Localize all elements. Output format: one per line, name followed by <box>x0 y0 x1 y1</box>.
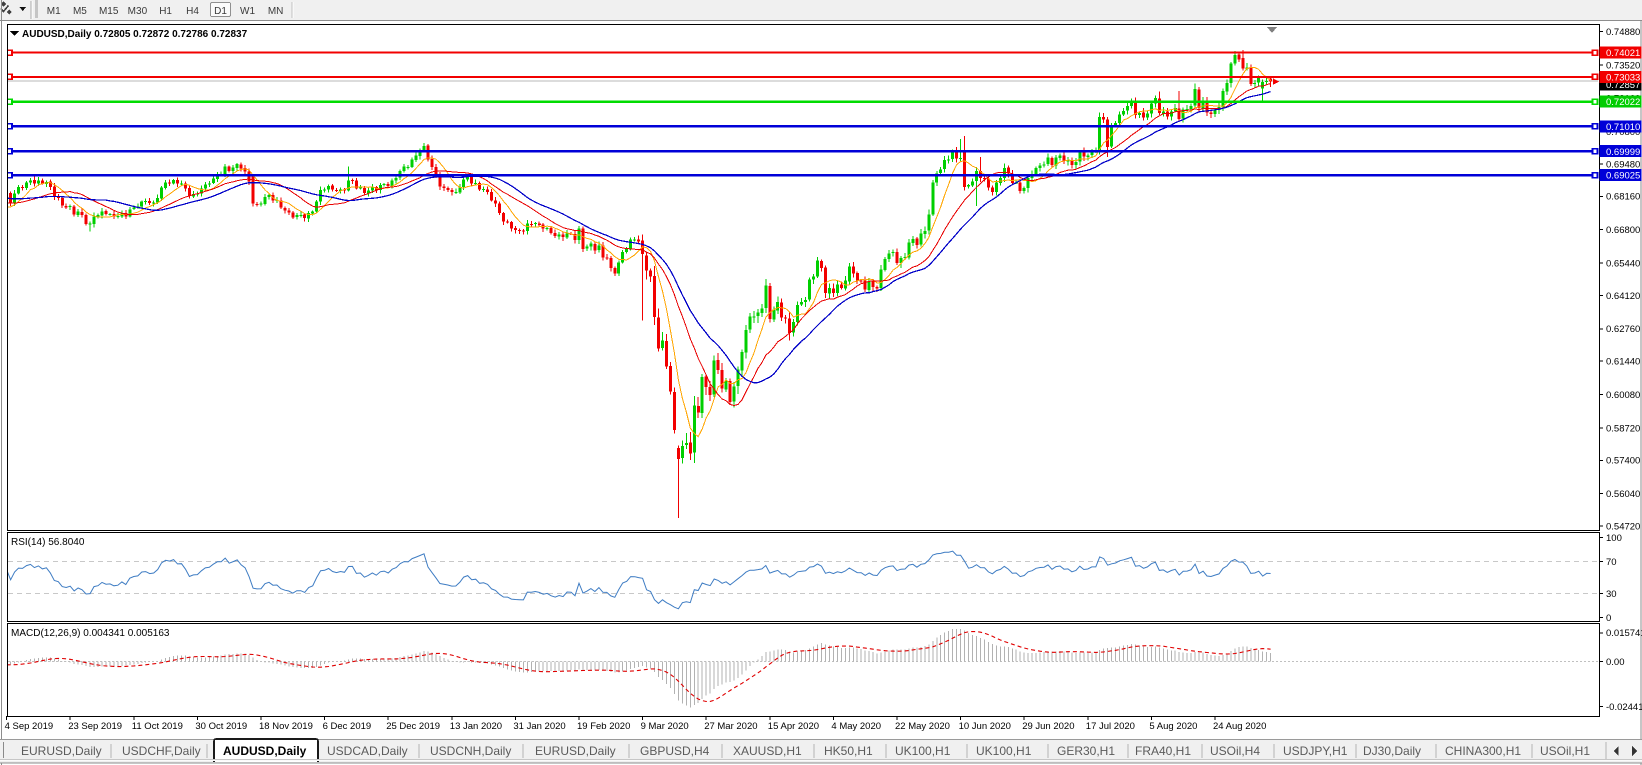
svg-text:29 Jun 2020: 29 Jun 2020 <box>1022 721 1074 732</box>
svg-text:W1: W1 <box>240 6 255 17</box>
svg-text:6 Dec 2019: 6 Dec 2019 <box>323 721 372 732</box>
svg-text:19 Feb 2020: 19 Feb 2020 <box>577 721 630 732</box>
svg-text:18 Nov 2019: 18 Nov 2019 <box>259 721 313 732</box>
svg-text:0.56040: 0.56040 <box>1606 489 1640 500</box>
svg-text:30: 30 <box>1606 589 1617 600</box>
svg-text:0.58720: 0.58720 <box>1606 423 1640 434</box>
svg-text:USDCNH,Daily: USDCNH,Daily <box>430 744 511 758</box>
svg-text:USDJPY,H1: USDJPY,H1 <box>1283 744 1348 758</box>
svg-text:H1: H1 <box>159 6 172 17</box>
svg-text:DJ30,Daily: DJ30,Daily <box>1363 744 1421 758</box>
svg-text:EURUSD,Daily: EURUSD,Daily <box>535 744 616 758</box>
svg-text:0.65440: 0.65440 <box>1606 259 1640 270</box>
svg-text:USOil,H4: USOil,H4 <box>1210 744 1260 758</box>
svg-text:0: 0 <box>1606 613 1611 624</box>
svg-text:13 Jan 2020: 13 Jan 2020 <box>450 721 502 732</box>
svg-text:0.61440: 0.61440 <box>1606 357 1640 368</box>
svg-text:MN: MN <box>268 6 284 17</box>
svg-text:22 May 2020: 22 May 2020 <box>895 721 950 732</box>
svg-text:0.69025: 0.69025 <box>1606 171 1640 182</box>
svg-text:EURUSD,Daily: EURUSD,Daily <box>21 744 102 758</box>
svg-text:0.57400: 0.57400 <box>1606 456 1640 467</box>
svg-text:0.64120: 0.64120 <box>1606 291 1640 302</box>
svg-text:M15: M15 <box>99 6 119 17</box>
svg-text:AUDUSD,Daily: AUDUSD,Daily <box>223 744 307 758</box>
svg-text:0.71010: 0.71010 <box>1606 122 1640 133</box>
svg-text:0.74021: 0.74021 <box>1606 48 1640 59</box>
svg-text:10 Jun 2020: 10 Jun 2020 <box>959 721 1011 732</box>
svg-text:0.54720: 0.54720 <box>1606 521 1640 532</box>
svg-text:MACD(12,26,9) 0.004341 0.00516: MACD(12,26,9) 0.004341 0.005163 <box>11 628 170 639</box>
svg-text:0.72022: 0.72022 <box>1606 97 1640 108</box>
svg-text:UK100,H1: UK100,H1 <box>976 744 1032 758</box>
svg-text:9 Mar 2020: 9 Mar 2020 <box>641 721 689 732</box>
svg-text:100: 100 <box>1606 533 1622 544</box>
svg-text:AUDUSD,Daily 0.72805 0.72872: AUDUSD,Daily 0.72805 0.72872 0.72786 0.7… <box>22 29 248 40</box>
svg-text:0.015741: 0.015741 <box>1606 628 1642 639</box>
svg-text:0.72857: 0.72857 <box>1606 80 1640 91</box>
svg-text:31 Jan 2020: 31 Jan 2020 <box>513 721 565 732</box>
svg-text:M1: M1 <box>47 6 61 17</box>
svg-text:UK100,H1: UK100,H1 <box>895 744 951 758</box>
svg-text:70: 70 <box>1606 557 1617 568</box>
svg-text:0.66800: 0.66800 <box>1606 225 1640 236</box>
svg-text:0.74880: 0.74880 <box>1606 27 1640 38</box>
svg-text:H4: H4 <box>186 6 199 17</box>
svg-text:XAUUSD,H1: XAUUSD,H1 <box>733 744 802 758</box>
svg-text:CHINA300,H1: CHINA300,H1 <box>1445 744 1521 758</box>
svg-text:23 Sep 2019: 23 Sep 2019 <box>68 721 122 732</box>
svg-text:FRA40,H1: FRA40,H1 <box>1135 744 1191 758</box>
svg-text:30 Oct 2019: 30 Oct 2019 <box>195 721 247 732</box>
svg-text:0.73033: 0.73033 <box>1606 72 1640 83</box>
svg-text:USOil,H1: USOil,H1 <box>1540 744 1590 758</box>
svg-text:M30: M30 <box>128 6 148 17</box>
svg-text:-0.024412: -0.024412 <box>1606 702 1642 713</box>
svg-text:4 May 2020: 4 May 2020 <box>831 721 881 732</box>
svg-text:GBPUSD,H4: GBPUSD,H4 <box>640 744 710 758</box>
svg-text:24 Aug 2020: 24 Aug 2020 <box>1213 721 1266 732</box>
svg-text:RSI(14) 56.8040: RSI(14) 56.8040 <box>11 537 85 548</box>
svg-text:0.69480: 0.69480 <box>1606 159 1640 170</box>
svg-text:0.73520: 0.73520 <box>1606 60 1640 71</box>
svg-text:25 Dec 2019: 25 Dec 2019 <box>386 721 440 732</box>
svg-text:D1: D1 <box>214 6 227 17</box>
svg-text:27 Mar 2020: 27 Mar 2020 <box>704 721 757 732</box>
svg-text:0.69999: 0.69999 <box>1606 147 1640 158</box>
svg-text:4 Sep 2019: 4 Sep 2019 <box>5 721 54 732</box>
svg-text:0.60080: 0.60080 <box>1606 390 1640 401</box>
svg-text:0.70800: 0.70800 <box>1606 127 1640 138</box>
svg-text:0.00: 0.00 <box>1606 657 1625 668</box>
svg-text:0.62760: 0.62760 <box>1606 324 1640 335</box>
svg-text:GER30,H1: GER30,H1 <box>1057 744 1115 758</box>
svg-text:USDCAD,Daily: USDCAD,Daily <box>327 744 408 758</box>
svg-text:USDCHF,Daily: USDCHF,Daily <box>122 744 201 758</box>
svg-text:0.68160: 0.68160 <box>1606 192 1640 203</box>
svg-text:M5: M5 <box>73 6 87 17</box>
svg-text:17 Jul 2020: 17 Jul 2020 <box>1086 721 1135 732</box>
svg-text:5 Aug 2020: 5 Aug 2020 <box>1149 721 1197 732</box>
svg-text:HK50,H1: HK50,H1 <box>824 744 873 758</box>
svg-text:15 Apr 2020: 15 Apr 2020 <box>768 721 819 732</box>
svg-text:11 Oct 2019: 11 Oct 2019 <box>132 721 183 732</box>
